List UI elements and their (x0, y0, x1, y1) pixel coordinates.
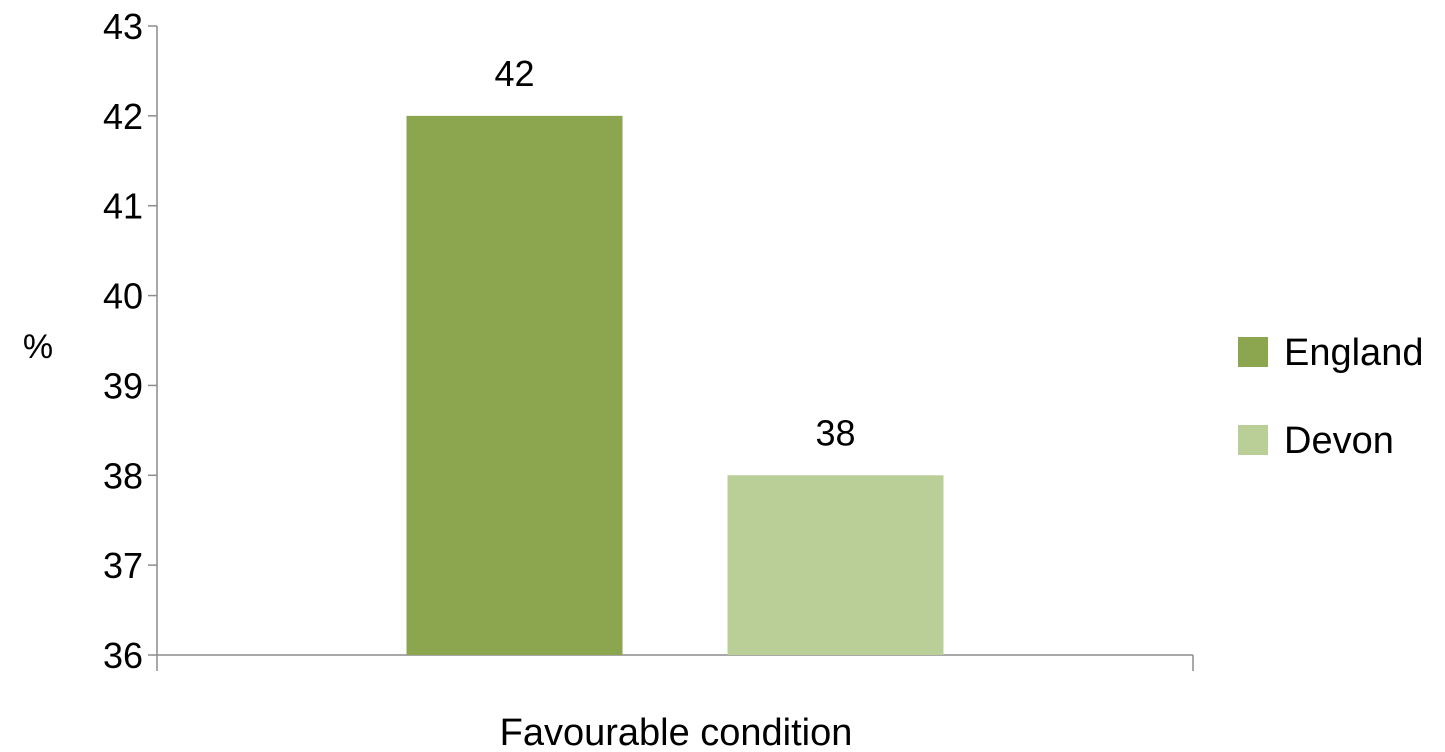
legend: England Devon (1238, 332, 1423, 462)
y-axis: 36 37 38 39 40 41 42 43 (103, 6, 158, 676)
bar-england (406, 115, 623, 656)
x-axis-label: Favourable condition (500, 712, 853, 752)
y-tick-label: 36 (103, 635, 143, 676)
bars (406, 115, 944, 656)
y-axis-label: % (23, 328, 53, 366)
y-tick-label: 39 (103, 365, 143, 406)
legend-swatch-england (1238, 337, 1268, 367)
legend-swatch-devon (1238, 425, 1268, 455)
data-labels: 42 38 (494, 53, 855, 453)
y-tick-label: 38 (103, 455, 143, 496)
y-tick-label: 41 (103, 186, 143, 227)
x-axis (156, 654, 1194, 671)
data-label-england: 42 (494, 53, 534, 94)
y-tick-label: 37 (103, 545, 143, 586)
data-label-devon: 38 (815, 412, 855, 453)
y-tick-label: 42 (103, 96, 143, 137)
legend-label-england: England (1284, 332, 1423, 374)
y-tick-label: 40 (103, 276, 143, 317)
legend-label-devon: Devon (1284, 420, 1394, 462)
bar-devon (727, 475, 944, 655)
y-tick-label: 43 (103, 6, 143, 47)
